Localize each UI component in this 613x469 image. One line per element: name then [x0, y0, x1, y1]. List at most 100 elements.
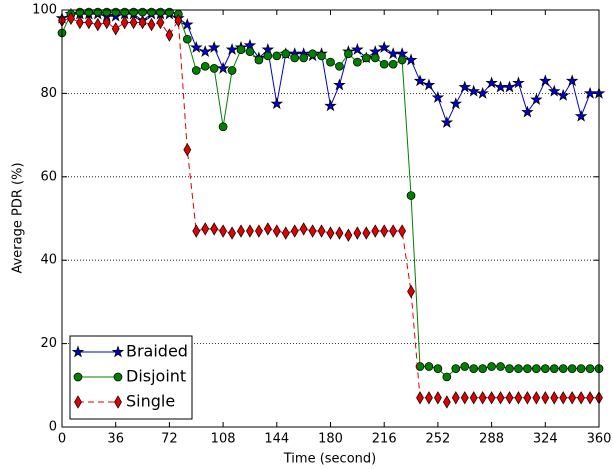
x-tick-label: 216 [372, 432, 397, 447]
marker [549, 364, 559, 373]
x-tick-label: 72 [161, 432, 178, 447]
x-tick-label: 324 [533, 432, 558, 447]
marker [398, 224, 407, 238]
marker [476, 86, 489, 99]
marker [281, 49, 291, 59]
marker [228, 226, 236, 240]
x-axis-label: Time (second) [283, 452, 376, 467]
marker [386, 47, 400, 60]
marker [84, 15, 93, 30]
marker [487, 391, 496, 405]
marker [114, 395, 122, 409]
x-tick-label: 0 [58, 432, 66, 447]
marker [317, 51, 326, 61]
marker [413, 74, 427, 87]
marker [379, 59, 389, 69]
marker [514, 364, 523, 373]
marker [237, 224, 245, 238]
marker [299, 222, 308, 236]
marker [407, 284, 415, 299]
marker [71, 345, 85, 358]
y-tick-label: 80 [40, 86, 57, 101]
marker [335, 226, 344, 240]
marker [246, 224, 254, 238]
marker [512, 76, 525, 89]
marker [225, 43, 239, 55]
marker [449, 97, 463, 110]
marker [219, 224, 228, 238]
marker [397, 55, 407, 65]
x-tick-label: 36 [107, 432, 124, 447]
marker [496, 391, 505, 405]
marker [353, 57, 362, 67]
marker [181, 18, 194, 30]
marker [496, 362, 505, 371]
x-tick-label: 252 [425, 432, 450, 447]
marker [254, 224, 263, 238]
marker [574, 109, 588, 122]
marker [165, 28, 174, 42]
marker [138, 7, 147, 17]
marker [539, 74, 552, 87]
marker [191, 66, 201, 75]
marker [111, 345, 125, 358]
x-tick-label: 180 [318, 432, 343, 447]
marker [388, 59, 398, 69]
marker [433, 391, 442, 405]
marker [326, 57, 335, 67]
marker [541, 391, 550, 405]
marker [451, 364, 461, 373]
marker [299, 53, 308, 63]
marker [494, 80, 507, 93]
marker [73, 372, 83, 382]
marker [362, 226, 371, 240]
marker [521, 105, 534, 118]
marker [120, 7, 130, 17]
marker [84, 7, 94, 17]
marker [272, 224, 281, 238]
marker [559, 391, 568, 405]
marker [281, 226, 290, 240]
marker [576, 364, 586, 373]
marker [113, 372, 123, 382]
marker [74, 395, 82, 409]
marker [218, 122, 228, 132]
marker [111, 22, 120, 36]
marker [433, 364, 443, 373]
marker [469, 391, 478, 405]
marker [165, 7, 174, 17]
marker [532, 391, 541, 405]
marker [404, 53, 418, 66]
marker [514, 391, 523, 405]
marker [503, 80, 516, 93]
marker [201, 222, 210, 236]
marker [478, 364, 487, 373]
marker [380, 224, 389, 238]
marker [263, 51, 273, 61]
marker [422, 78, 436, 91]
marker [254, 55, 264, 65]
marker [505, 391, 514, 405]
marker [210, 222, 219, 236]
marker [333, 78, 346, 91]
marker [147, 17, 156, 32]
marker [326, 226, 335, 240]
marker [460, 362, 470, 371]
marker [138, 15, 147, 30]
marker [389, 224, 398, 238]
marker [377, 40, 391, 53]
marker [505, 364, 514, 373]
marker [344, 49, 353, 59]
marker [198, 45, 212, 58]
marker [174, 13, 183, 28]
marker [583, 86, 597, 99]
marker [451, 391, 460, 405]
marker [478, 391, 487, 405]
y-tick-label: 40 [40, 253, 57, 268]
y-tick-label: 0 [49, 420, 57, 435]
marker [93, 7, 103, 17]
marker [156, 7, 165, 17]
marker [531, 364, 541, 373]
marker [415, 362, 425, 371]
